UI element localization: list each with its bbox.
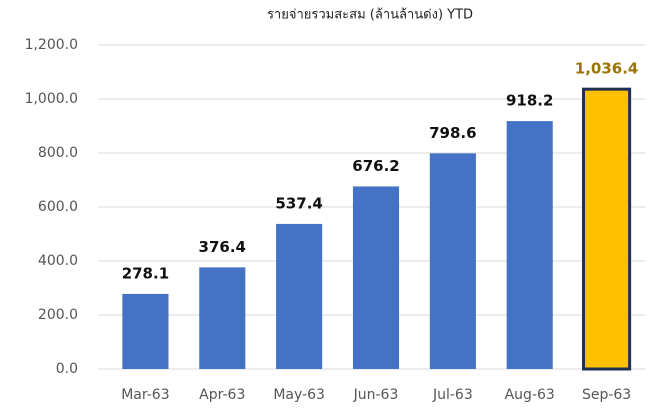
y-tick-label: 1,000.0 bbox=[25, 91, 78, 107]
y-tick-label: 600.0 bbox=[38, 199, 78, 215]
bar bbox=[506, 121, 553, 369]
x-tick-label: Sep-63 bbox=[582, 387, 631, 403]
value-label: 537.4 bbox=[275, 194, 322, 212]
bar bbox=[352, 186, 400, 369]
chart-title: รายจ่ายรวมสะสม (ล้านล้านด่ง) YTD bbox=[267, 8, 473, 23]
x-tick-label: Jun-63 bbox=[353, 387, 399, 403]
y-tick-label: 1,200.0 bbox=[25, 37, 78, 53]
value-label: 918.2 bbox=[506, 92, 553, 110]
value-label: 676.2 bbox=[352, 157, 399, 175]
x-tick-label: May-63 bbox=[273, 387, 325, 403]
x-tick-label: Apr-63 bbox=[199, 387, 245, 403]
y-tick-label: 200.0 bbox=[38, 307, 78, 323]
y-tick-label: 400.0 bbox=[38, 253, 78, 269]
x-tick-label: Aug-63 bbox=[505, 387, 555, 403]
bar bbox=[199, 267, 246, 369]
bar bbox=[122, 293, 169, 369]
y-tick-label: 0.0 bbox=[56, 361, 78, 377]
value-label: 278.1 bbox=[122, 264, 169, 282]
x-tick-label: Jul-63 bbox=[432, 387, 473, 403]
value-label: 376.4 bbox=[199, 238, 246, 256]
bar bbox=[276, 223, 323, 369]
bar bbox=[582, 87, 632, 371]
bar bbox=[429, 153, 476, 369]
y-tick-label: 800.0 bbox=[38, 145, 78, 161]
x-tick-label: Mar-63 bbox=[121, 387, 169, 403]
value-label: 1,036.4 bbox=[575, 60, 639, 78]
value-label: 798.6 bbox=[429, 124, 476, 142]
